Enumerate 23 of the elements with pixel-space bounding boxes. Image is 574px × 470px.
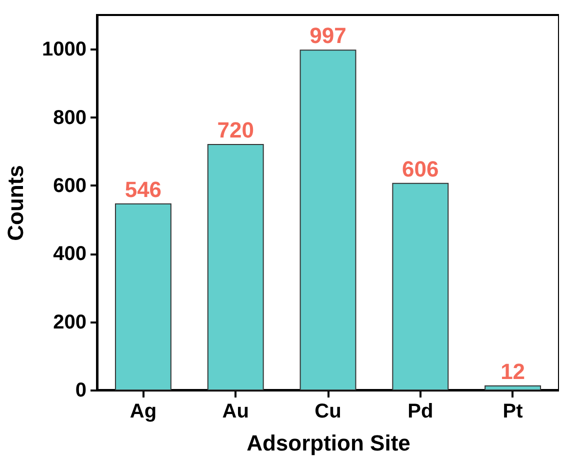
y-tick-label: 200	[53, 311, 86, 334]
bar	[300, 50, 356, 390]
x-tick-label: Pd	[408, 400, 434, 422]
bar	[392, 182, 449, 390]
bar	[114, 203, 172, 390]
y-tick-label: 1000	[42, 38, 86, 61]
x-tick-label: Au	[222, 400, 249, 422]
data-label: 997	[310, 23, 346, 48]
y-tick-label: 0	[75, 380, 86, 402]
bar	[207, 144, 264, 390]
x-tick-label: Ag	[130, 400, 157, 422]
y-tick-label: 800	[53, 106, 86, 129]
x-tick-label: Pt	[502, 400, 524, 422]
data-label: 12	[500, 358, 526, 384]
data-label: 720	[217, 118, 254, 143]
x-tick-label: Cu	[314, 400, 342, 422]
y-tick-label: 400	[53, 243, 86, 266]
y-axis-title: Counts	[3, 165, 28, 241]
bar	[484, 385, 542, 390]
x-axis-title: Adsorption Site	[246, 430, 410, 456]
y-tick-label: 600	[53, 174, 86, 197]
data-label: 606	[402, 156, 439, 182]
data-label: 546	[124, 176, 162, 202]
